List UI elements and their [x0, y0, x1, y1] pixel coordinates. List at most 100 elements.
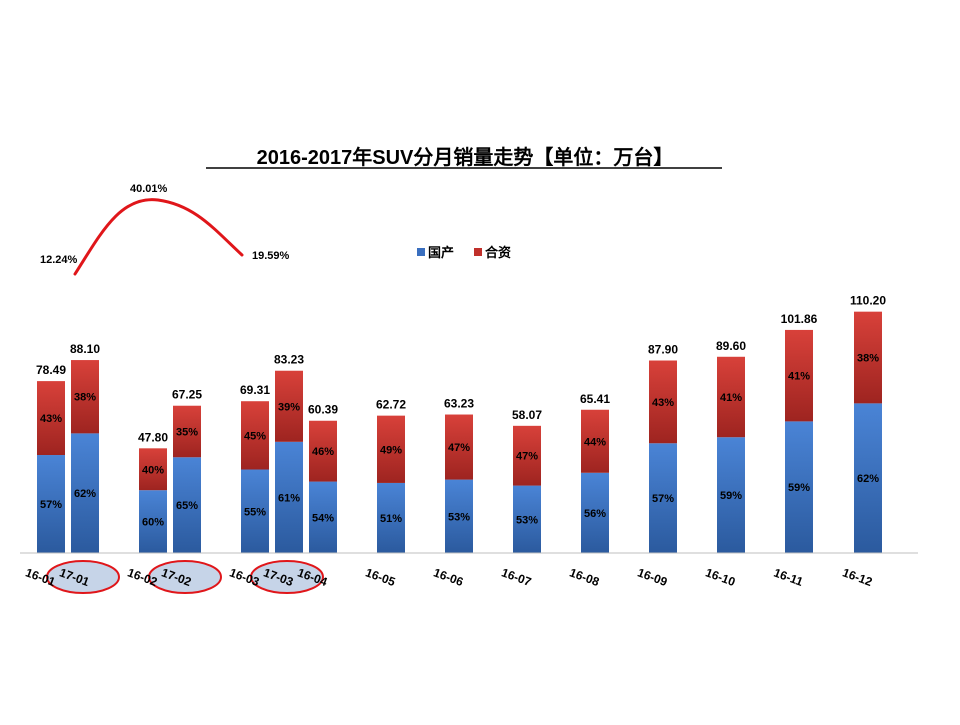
label-domestic-pct-16-08: 56%	[584, 508, 606, 520]
label-domestic-pct-16-04: 54%	[312, 512, 334, 524]
label-domestic-pct-16-02: 60%	[142, 517, 164, 529]
bar-joint-16-08	[581, 409, 609, 473]
label-total-16-08: 65.41	[580, 392, 610, 406]
label-joint-pct-16-04: 46%	[312, 446, 334, 458]
bar-domestic-16-12	[854, 403, 882, 553]
bar-joint-16-09	[649, 360, 677, 444]
bar-domestic-16-06	[445, 479, 473, 553]
label-total-16-07: 58.07	[512, 408, 542, 422]
label-joint-pct-16-07: 47%	[516, 451, 538, 463]
label-total-17-02: 67.25	[172, 388, 202, 402]
label-domestic-pct-16-10: 59%	[720, 490, 742, 502]
label-total-16-06: 63.23	[444, 397, 474, 411]
label-total-16-12: 110.20	[850, 294, 886, 308]
x-tick-label-16-10: 16-10	[704, 565, 738, 589]
bar-domestic-16-11	[785, 421, 813, 553]
label-domestic-pct-16-06: 53%	[448, 511, 470, 523]
growth-trend-annotation: 12.24% 40.01% 19.59%	[40, 183, 290, 276]
label-joint-pct-17-03: 39%	[278, 401, 300, 413]
x-tick-label-16-05: 16-05	[364, 565, 398, 589]
label-joint-pct-16-11: 41%	[788, 371, 810, 383]
bar-domestic-16-01	[37, 455, 65, 553]
label-joint-pct-16-08: 44%	[584, 436, 606, 448]
bar-domestic-16-08	[581, 472, 609, 553]
bar-domestic-16-03	[241, 469, 269, 553]
label-domestic-pct-16-09: 57%	[652, 493, 674, 505]
label-joint-pct-16-05: 49%	[380, 444, 402, 456]
x-tick-label-16-09: 16-09	[636, 565, 670, 589]
x-tick-label-16-12: 16-12	[841, 565, 875, 589]
highlight-ellipses	[46, 560, 324, 594]
label-domestic-pct-16-05: 51%	[380, 513, 402, 525]
label-joint-pct-16-03: 45%	[244, 430, 266, 442]
bar-domestic-17-01	[71, 433, 99, 553]
bar-joint-16-05	[377, 415, 405, 483]
legend-swatch-domestic	[417, 248, 425, 256]
label-joint-pct-16-12: 38%	[857, 353, 879, 365]
label-domestic-pct-17-02: 65%	[176, 500, 198, 512]
label-joint-pct-16-02: 40%	[142, 464, 164, 476]
label-total-17-01: 88.10	[70, 342, 100, 356]
label-total-16-04: 60.39	[308, 403, 338, 417]
bar-joint-16-10	[717, 356, 745, 438]
x-tick-labels: 16-01 17-01 16-02 17-02 16-03 17-03 16-04 16-05…	[24, 565, 875, 589]
label-total-16-05: 62.72	[376, 398, 406, 412]
label-joint-pct-16-01: 43%	[40, 413, 62, 425]
legend-label-domestic: 国产	[428, 245, 454, 260]
label-total-16-02: 47.80	[138, 430, 168, 444]
bar-domestic-16-07	[513, 485, 541, 553]
x-tick-label-16-06: 16-06	[432, 565, 466, 589]
bar-joint-16-03	[241, 401, 269, 470]
label-joint-pct-16-06: 47%	[448, 442, 470, 454]
bar-joint-16-06	[445, 414, 473, 480]
bar-domestic-16-02	[139, 490, 167, 553]
bar-domestic-17-03	[275, 441, 303, 553]
bar-joint-16-04	[309, 420, 337, 482]
highlight-ellipse-17-02	[148, 560, 222, 594]
x-tick-label-16-07: 16-07	[500, 565, 534, 589]
bar-joint-16-01	[37, 381, 65, 456]
bar-joint-17-01	[71, 360, 99, 434]
label-total-16-09: 87.90	[648, 342, 678, 356]
growth-label-2: 40.01%	[130, 183, 168, 195]
bar-joint-16-12	[854, 311, 882, 404]
bar-domestic-17-02	[173, 457, 201, 553]
label-joint-pct-16-09: 43%	[652, 397, 674, 409]
label-domestic-pct-16-12: 62%	[857, 473, 879, 485]
x-tick-label-16-08: 16-08	[568, 565, 602, 589]
label-total-16-11: 101.86	[781, 312, 818, 326]
highlight-ellipse-17-01	[46, 560, 120, 594]
label-domestic-pct-16-11: 59%	[788, 482, 810, 494]
bar-domestic-16-05	[377, 482, 405, 553]
label-domestic-pct-16-03: 55%	[244, 506, 266, 518]
bar-joint-16-07	[513, 425, 541, 486]
bar-domestic-16-09	[649, 443, 677, 553]
chart-title: 2016-2017年SUV分月销量走势【单位：万台】	[257, 145, 674, 169]
bar-joint-16-11	[785, 329, 813, 422]
bar-joint-16-02	[139, 448, 167, 491]
growth-trend-curve	[73, 198, 244, 276]
bar-domestic-16-10	[717, 437, 745, 553]
growth-label-1: 12.24%	[40, 254, 78, 266]
legend-label-joint: 合资	[485, 245, 511, 260]
label-joint-pct-17-02: 35%	[176, 426, 198, 438]
label-domestic-pct-16-07: 53%	[516, 514, 538, 526]
label-domestic-pct-17-01: 62%	[74, 488, 96, 500]
label-domestic-pct-17-03: 61%	[278, 492, 300, 504]
label-total-16-10: 89.60	[716, 339, 746, 353]
label-total-17-03: 83.23	[274, 353, 304, 367]
bars: 57% 43% 78.49 62% 38% 88.10 60% 40% 47.80 65% 35% 6…	[36, 294, 886, 553]
label-total-16-03: 69.31	[240, 383, 270, 397]
x-tick-label-16-11: 16-11	[772, 566, 805, 590]
highlight-ellipse-17-03	[250, 560, 324, 594]
label-domestic-pct-16-01: 57%	[40, 499, 62, 511]
label-joint-pct-17-01: 38%	[74, 392, 96, 404]
label-joint-pct-16-10: 41%	[720, 392, 742, 404]
bar-domestic-16-04	[309, 481, 337, 553]
legend-swatch-joint	[474, 248, 482, 256]
bar-joint-17-02	[173, 405, 201, 458]
label-total-16-01: 78.49	[36, 363, 66, 377]
bar-joint-17-03	[275, 370, 303, 442]
